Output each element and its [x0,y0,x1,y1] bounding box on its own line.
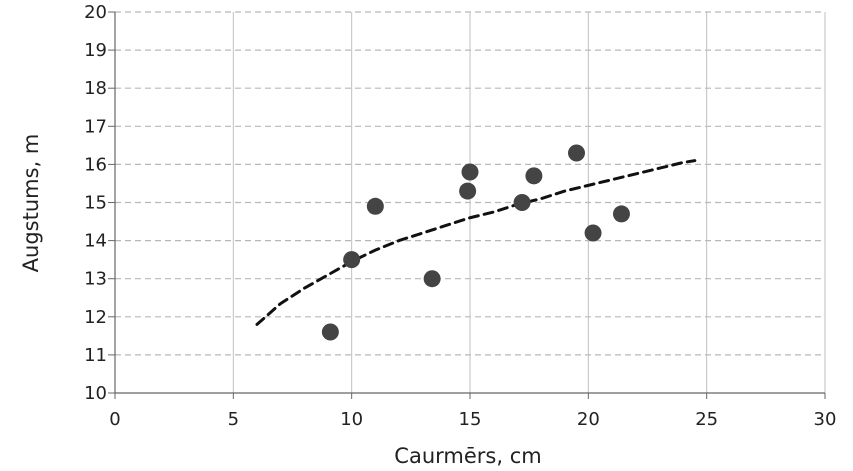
trendline-layer [255,159,697,326]
y-tick-label-13: 13 [84,269,107,290]
data-point-11 [612,205,630,223]
y-tick-label-18: 18 [84,78,107,99]
data-point-9 [568,144,585,162]
trendline [255,159,697,326]
y-tick-label-17: 17 [84,116,107,137]
data-point-3 [366,197,384,215]
x-tick-label-20: 20 [577,409,600,430]
axis-layer [108,11,826,399]
y-tick-label-10: 10 [84,383,107,404]
grid-layer [115,11,826,393]
data-point-6 [461,163,479,181]
x-tick-label-25: 25 [695,409,718,430]
point-layer [321,144,630,341]
data-point-2 [343,251,361,269]
data-point-8 [525,167,543,185]
y-tick-label-12: 12 [84,307,107,328]
data-point-10 [584,224,602,242]
y-tick-label-15: 15 [84,193,107,214]
y-tick-label-11: 11 [84,345,107,366]
data-point-4 [423,270,441,288]
y-axis-title: Augstums, m [19,134,43,273]
x-tick-label-15: 15 [459,409,482,430]
x-tick-label-0: 0 [109,409,120,430]
y-tick-label-20: 20 [84,2,107,23]
data-point-1 [321,323,339,341]
y-tick-label-19: 19 [84,40,107,61]
x-tick-label-30: 30 [814,409,837,430]
data-point-5 [459,182,477,200]
data-point-7 [513,194,531,211]
x-axis-title: Caurmērs, cm [394,444,541,468]
x-tick-label-5: 5 [228,409,239,430]
tick-label-layer: 10 11 12 13 14 15 16 17 18 19 20 0 5 10 15 20 25 30 [84,2,836,430]
y-tick-label-14: 14 [84,231,107,252]
x-tick-label-10: 10 [340,409,363,430]
y-tick-label-16: 16 [84,154,107,175]
